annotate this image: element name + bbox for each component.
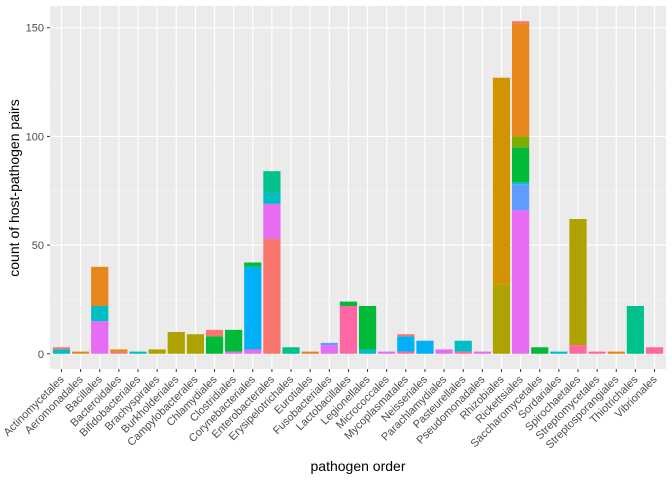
bar-stack — [607, 351, 625, 354]
bar-stack — [91, 266, 109, 354]
bar-segment — [397, 336, 415, 352]
bar-segment — [512, 210, 530, 354]
bar-stack — [320, 342, 338, 354]
bar-segment — [263, 238, 281, 354]
bar-stack — [244, 262, 262, 354]
bar-segment — [282, 347, 300, 354]
y-tick-label: 100 — [26, 131, 44, 143]
bar-stack — [282, 347, 300, 354]
bar-segment — [225, 351, 243, 354]
bar-segment — [263, 171, 281, 193]
bar-segment — [320, 345, 338, 354]
bar-stack — [129, 351, 147, 354]
bar-segment — [263, 192, 281, 204]
bar-segment — [244, 266, 262, 350]
bar-stack — [52, 347, 71, 354]
bar-segment — [167, 332, 185, 354]
bar-segment — [397, 334, 415, 337]
y-tick-label: 50 — [32, 240, 44, 252]
bar-segment — [52, 347, 71, 350]
bar-segment — [110, 351, 128, 354]
bar-stack — [72, 351, 90, 354]
bar-stack — [492, 77, 511, 354]
bar-segment — [244, 349, 262, 354]
bar-segment — [225, 329, 243, 352]
bar-segment — [512, 136, 530, 148]
bar-segment — [244, 262, 262, 267]
bar-stack — [416, 340, 434, 354]
bar-stack — [339, 301, 358, 354]
bar-segment — [186, 334, 204, 354]
bar-segment — [492, 284, 511, 354]
bar-segment — [607, 351, 625, 354]
bar-segment — [550, 351, 568, 354]
bar-stack — [225, 329, 243, 354]
bar-segment — [569, 345, 587, 354]
bar-segment — [454, 340, 472, 352]
bar-segment — [358, 349, 377, 354]
bar-segment — [205, 329, 224, 337]
bar-stack — [205, 329, 224, 354]
bar-segment — [72, 351, 90, 354]
bar-stack — [263, 171, 281, 354]
bar-segment — [91, 305, 109, 322]
bar-segment — [91, 266, 109, 306]
bar-stack — [473, 351, 491, 354]
panel-background — [50, 6, 666, 369]
bar-segment — [91, 321, 109, 354]
bar-stack — [512, 21, 530, 354]
y-axis-title: count of host-pathogen pairs — [6, 99, 22, 276]
bar-stack — [167, 332, 185, 354]
bar-segment — [110, 349, 128, 352]
bar-stack — [531, 347, 549, 354]
bar-stack — [454, 340, 472, 354]
bar-stack — [397, 334, 415, 354]
bar-stack — [626, 305, 644, 354]
bar-stack — [358, 305, 377, 354]
bar-segment — [569, 219, 587, 346]
y-tick-label: 150 — [26, 23, 44, 35]
bar-segment — [626, 305, 644, 354]
bar-segment — [512, 182, 530, 185]
bar-stack — [569, 219, 587, 354]
bar-segment — [588, 351, 606, 354]
bar-segment — [263, 203, 281, 239]
bar-segment — [512, 23, 530, 137]
bar-segment — [129, 351, 147, 354]
bar-segment — [320, 342, 338, 346]
bar-segment — [397, 351, 415, 354]
bar-segment — [378, 351, 396, 354]
bar-stack — [588, 351, 606, 354]
bar-stack — [148, 349, 166, 354]
bar-stack — [435, 349, 453, 354]
bar-stack — [110, 349, 128, 354]
bar-stack — [378, 351, 396, 354]
bar-segment — [52, 349, 71, 354]
bar-segment — [435, 349, 453, 354]
bar-segment — [473, 351, 491, 354]
bar-stack — [645, 347, 664, 354]
bar-segment — [301, 351, 319, 354]
bar-segment — [339, 301, 358, 306]
bar-segment — [512, 147, 530, 183]
bar-segment — [492, 77, 511, 285]
bar-segment — [645, 347, 664, 354]
bar-stack — [550, 351, 568, 354]
bar-segment — [339, 305, 358, 354]
bar-segment — [416, 340, 434, 354]
bar-segment — [358, 305, 377, 350]
bar-segment — [205, 336, 224, 354]
y-tick-label: 0 — [38, 349, 44, 361]
x-axis-title: pathogen order — [311, 458, 406, 474]
bar-segment — [512, 21, 530, 24]
bar-segment — [454, 351, 472, 354]
bar-stack — [186, 334, 204, 354]
bar-stack — [301, 351, 319, 354]
bar-segment — [512, 184, 530, 211]
bar-segment — [531, 347, 549, 354]
bar-segment — [148, 349, 166, 354]
